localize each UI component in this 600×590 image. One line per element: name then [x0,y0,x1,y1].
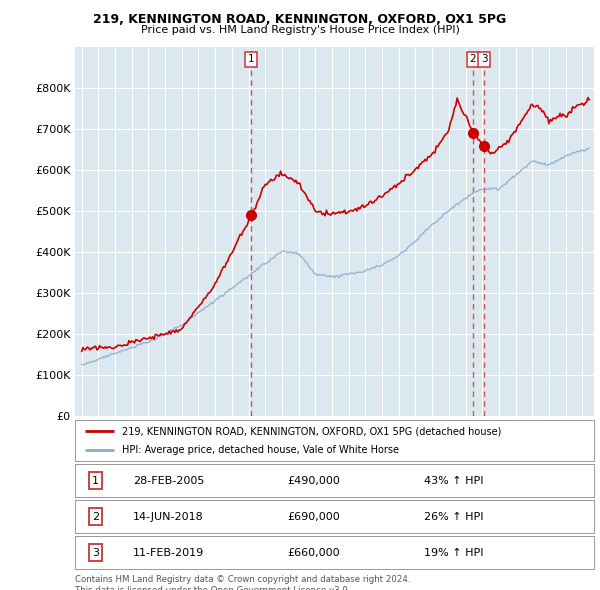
Text: 2: 2 [470,54,476,64]
Text: HPI: Average price, detached house, Vale of White Horse: HPI: Average price, detached house, Vale… [122,445,399,455]
Text: £490,000: £490,000 [287,476,340,486]
Text: 1: 1 [92,476,99,486]
Text: 1: 1 [248,54,254,64]
Text: 219, KENNINGTON ROAD, KENNINGTON, OXFORD, OX1 5PG (detached house): 219, KENNINGTON ROAD, KENNINGTON, OXFORD… [122,426,501,436]
Text: 11-FEB-2019: 11-FEB-2019 [133,548,204,558]
Text: 3: 3 [92,548,99,558]
Text: 19% ↑ HPI: 19% ↑ HPI [424,548,484,558]
Text: Contains HM Land Registry data © Crown copyright and database right 2024.: Contains HM Land Registry data © Crown c… [75,575,410,584]
Text: 43% ↑ HPI: 43% ↑ HPI [424,476,484,486]
Text: 26% ↑ HPI: 26% ↑ HPI [424,512,484,522]
Text: 28-FEB-2005: 28-FEB-2005 [133,476,204,486]
Text: 219, KENNINGTON ROAD, KENNINGTON, OXFORD, OX1 5PG: 219, KENNINGTON ROAD, KENNINGTON, OXFORD… [94,13,506,26]
Text: This data is licensed under the Open Government Licence v3.0.: This data is licensed under the Open Gov… [75,586,350,590]
Text: £690,000: £690,000 [287,512,340,522]
Text: 3: 3 [481,54,488,64]
Text: £660,000: £660,000 [287,548,340,558]
Text: 14-JUN-2018: 14-JUN-2018 [133,512,204,522]
Text: 2: 2 [92,512,100,522]
Text: Price paid vs. HM Land Registry's House Price Index (HPI): Price paid vs. HM Land Registry's House … [140,25,460,35]
